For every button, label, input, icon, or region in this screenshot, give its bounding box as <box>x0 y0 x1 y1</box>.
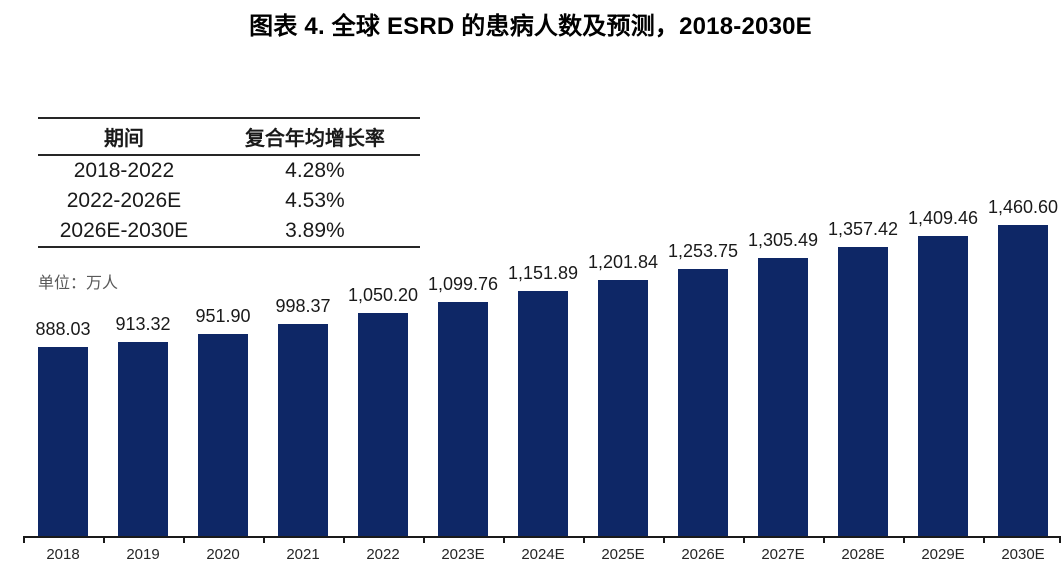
x-axis-label: 2024E <box>521 546 565 563</box>
cagr-table-header-cagr: 复合年均增长率 <box>209 117 420 156</box>
chart-title: 图表 4. 全球 ESRD 的患病人数及预测，2018-2030E <box>249 13 812 40</box>
x-axis-tick <box>663 538 665 543</box>
bar-value-label: 998.37 <box>275 296 331 316</box>
cagr-cell: 4.53% <box>285 189 345 212</box>
x-axis-tick <box>1059 538 1061 543</box>
bar <box>918 236 968 537</box>
x-axis-label: 2029E <box>921 546 965 563</box>
bar-value-label: 913.32 <box>115 314 171 334</box>
bar-value-label: 888.03 <box>35 319 91 339</box>
bar <box>678 269 728 537</box>
x-axis-tick <box>183 538 185 543</box>
bar-slot: 1,305.49 <box>743 207 823 537</box>
x-axis-label: 2026E <box>681 546 725 563</box>
x-axis-tick <box>983 538 985 543</box>
x-axis-label: 2019 <box>126 546 160 563</box>
table-row: 2026E-2030E 3.89% <box>38 216 420 248</box>
table-row: 2022-2026E 4.53% <box>38 186 420 216</box>
bar <box>518 291 568 537</box>
bar-slot: 951.90 <box>183 207 263 537</box>
plot-area: 888.03 913.32 951.90 998.37 1,050.20 1,099.76… <box>23 197 1061 537</box>
period-cell: 2022-2026E <box>66 189 182 212</box>
bar-slot: 1,050.20 <box>343 207 423 537</box>
x-axis-label: 2021 <box>286 546 320 563</box>
x-axis-tick <box>263 538 265 543</box>
bar <box>758 258 808 537</box>
bar <box>438 302 488 537</box>
bar-slot: 1,151.89 <box>503 207 583 537</box>
bar <box>838 247 888 537</box>
cagr-table: 期间 复合年均增长率 2018-2022 4.28% 2022-2026E 4.… <box>38 117 420 248</box>
bar-slot: 913.32 <box>103 207 183 537</box>
x-axis-tick <box>823 538 825 543</box>
x-axis-tick <box>903 538 905 543</box>
x-axis-label: 2023E <box>441 546 485 563</box>
bar-value-label: 1,050.20 <box>347 285 419 305</box>
bar <box>118 342 168 537</box>
period-cell: 2026E-2030E <box>38 216 210 248</box>
bar-slot: 1,253.75 <box>663 207 743 537</box>
bar-value-label: 951.90 <box>195 306 251 326</box>
x-axis-tick <box>583 538 585 543</box>
bar <box>998 225 1048 537</box>
bar <box>198 334 248 537</box>
bar-value-label: 1,409.46 <box>907 208 979 228</box>
bar-value-label: 1,201.84 <box>587 252 659 272</box>
bar-slot: 1,357.42 <box>823 207 903 537</box>
x-axis-label: 2020 <box>206 546 240 563</box>
bar-slot: 888.03 <box>23 207 103 537</box>
bar-value-label: 1,099.76 <box>427 274 499 294</box>
x-axis-label: 2025E <box>601 546 645 563</box>
cagr-cell: 3.89% <box>209 216 420 248</box>
x-axis-label: 2018 <box>46 546 80 563</box>
bar-slot: 998.37 <box>263 207 343 537</box>
x-axis-tick <box>343 538 345 543</box>
x-axis-tick <box>23 538 25 543</box>
table-row: 2018-2022 4.28% <box>38 155 420 186</box>
cagr-table-header-row: 期间 复合年均增长率 <box>38 117 420 156</box>
bar <box>598 280 648 537</box>
x-axis-label: 2030E <box>1001 546 1045 563</box>
bar-value-label: 1,253.75 <box>667 241 739 261</box>
bar <box>278 324 328 537</box>
period-cell: 2018-2022 <box>73 159 175 182</box>
bar-slot: 1,099.76 <box>423 207 503 537</box>
x-axis-tick <box>743 538 745 543</box>
x-axis-label: 2022 <box>366 546 400 563</box>
x-axis-line <box>23 536 1061 538</box>
bar-slot: 1,460.60 <box>983 197 1061 537</box>
x-axis-tick <box>423 538 425 543</box>
bar-slot: 1,201.84 <box>583 207 663 537</box>
unit-label: 单位：万人 <box>38 275 119 292</box>
cagr-table-header-period: 期间 <box>38 117 210 156</box>
bar <box>38 347 88 537</box>
x-axis-tick <box>103 538 105 543</box>
bar-value-label: 1,460.60 <box>987 197 1059 217</box>
bar-value-label: 1,151.89 <box>507 263 579 283</box>
bar-slot: 1,409.46 <box>903 207 983 537</box>
bar-value-label: 1,305.49 <box>747 230 819 250</box>
cagr-cell: 4.28% <box>285 159 345 182</box>
x-axis-label: 2028E <box>841 546 885 563</box>
x-axis-label: 2027E <box>761 546 805 563</box>
bar <box>358 313 408 537</box>
x-axis-tick <box>503 538 505 543</box>
bar-value-label: 1,357.42 <box>827 219 899 239</box>
